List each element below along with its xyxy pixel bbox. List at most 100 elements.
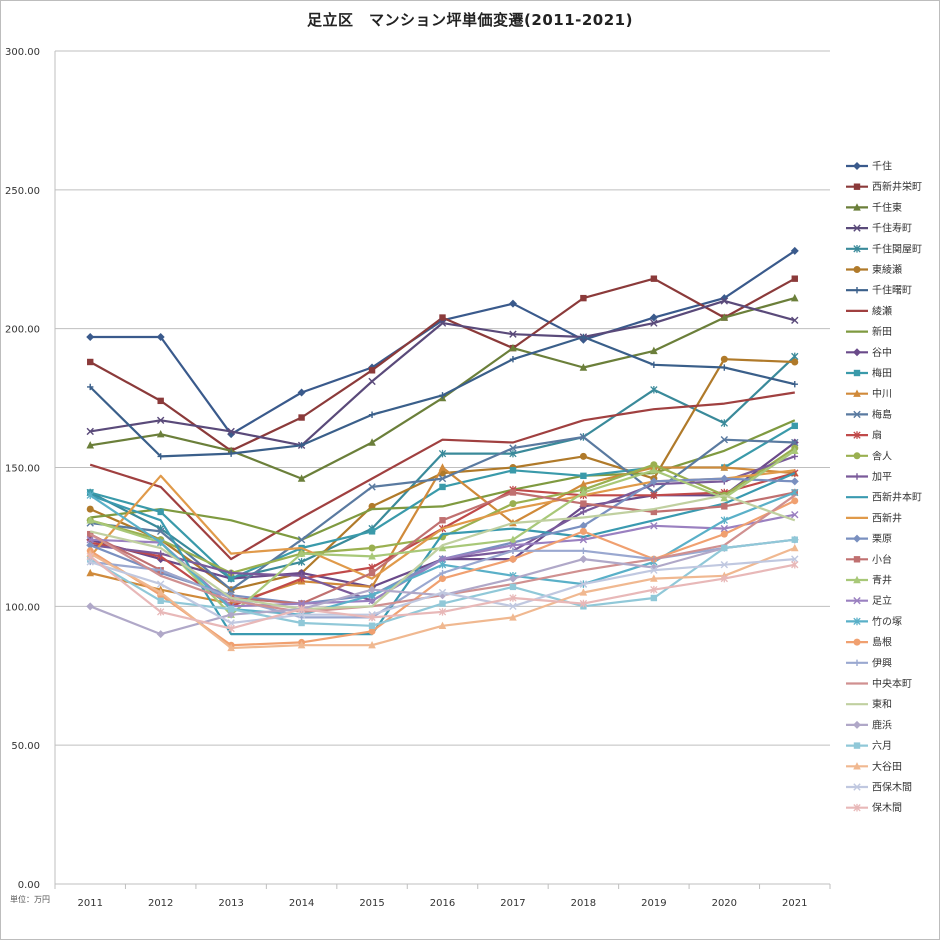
legend-item: 西新井栄町: [846, 180, 922, 193]
axis-labels: 0.00 50.00 100.00 150.00 200.00 250.00 300.00 2…: [5, 47, 807, 909]
series-31: [86, 555, 799, 627]
legend-marker: [853, 369, 861, 377]
data-point: [649, 477, 658, 486]
legend-marker: [853, 659, 861, 666]
data-point: [298, 619, 305, 627]
data-point: [438, 319, 447, 327]
data-point: [86, 541, 95, 550]
data-point: [579, 580, 588, 588]
data-point: [509, 541, 517, 549]
data-point: [157, 550, 164, 557]
data-point: [439, 517, 446, 524]
legend-label: 中川: [872, 387, 892, 400]
data-point: [439, 314, 446, 321]
data-point: [791, 453, 798, 460]
series-1: [86, 246, 799, 439]
data-point: [439, 392, 446, 399]
y-tick-label: 0.00: [18, 880, 40, 891]
legend-item: 千住寿町: [846, 222, 912, 235]
data-point: [650, 522, 658, 530]
legend-marker: [853, 803, 861, 812]
data-point: [579, 588, 588, 596]
data-point: [509, 449, 517, 458]
data-point: [86, 558, 94, 566]
data-point: [297, 558, 306, 566]
x-tick-label: 2017: [500, 898, 525, 909]
chart-title: 足立区 マンション坪単価変遷(2011-2021): [307, 11, 633, 29]
legend-label: 中央本町: [872, 677, 912, 690]
data-point: [720, 493, 729, 502]
legend-item: 大谷田: [846, 760, 902, 773]
legend-label: 大谷田: [872, 760, 902, 773]
legend-item: 千住: [846, 160, 892, 173]
x-tick-label: 2018: [571, 898, 596, 909]
legend-marker: [853, 245, 861, 253]
legend-item: 西新井: [846, 511, 902, 524]
data-point: [650, 385, 658, 394]
legend-label: 谷中: [872, 346, 892, 359]
data-point: [509, 500, 517, 508]
data-point: [720, 574, 728, 583]
legend-item: 綾瀬: [846, 304, 892, 317]
data-point: [298, 414, 305, 421]
x-tick-label: 2011: [78, 898, 103, 909]
data-point: [650, 585, 658, 594]
legend-label: 西保木間: [872, 781, 912, 794]
legend-item: 加平: [846, 471, 892, 483]
legend-label: 足立: [872, 594, 892, 607]
legend-marker: [853, 473, 861, 480]
data-point: [368, 641, 376, 649]
data-point: [790, 446, 799, 455]
legend-item: 舎人: [846, 450, 892, 462]
data-point: [438, 463, 447, 471]
data-point: [368, 483, 376, 491]
data-point: [791, 275, 798, 282]
legend-item: 保木間: [846, 801, 902, 814]
legend-label: 新田: [872, 325, 892, 338]
legend-item: 新田: [846, 325, 892, 338]
data-point: [87, 358, 94, 366]
data-point: [791, 497, 799, 505]
x-tick-label: 2014: [289, 898, 314, 909]
data-point: [227, 605, 235, 613]
legend-marker: [853, 556, 861, 563]
y-tick-label: 300.00: [5, 47, 40, 58]
data-point: [368, 585, 377, 594]
data-point: [438, 543, 447, 552]
legend-marker: [853, 266, 861, 273]
data-point: [509, 343, 517, 352]
data-point: [368, 411, 376, 418]
legend-item: 東和: [846, 698, 892, 711]
data-point: [438, 474, 447, 483]
data-point: [791, 422, 798, 430]
legend-marker: [853, 534, 861, 543]
data-point: [297, 605, 306, 613]
legend-marker: [853, 617, 861, 626]
data-point: [721, 544, 728, 552]
data-point: [580, 294, 587, 302]
data-point: [157, 538, 165, 547]
data-point: [791, 555, 799, 563]
x-tick-label: 2020: [712, 898, 737, 909]
data-point: [650, 574, 658, 582]
legend-item: 東綾瀬: [846, 263, 902, 276]
data-point: [227, 575, 235, 582]
series-line: [89, 391, 795, 561]
data-point: [438, 449, 447, 458]
legend-marker: [853, 720, 861, 729]
data-point: [650, 594, 658, 602]
data-point: [579, 527, 587, 535]
data-point: [297, 610, 306, 619]
legend-marker: [853, 638, 861, 646]
legend-item: 中川: [846, 387, 892, 400]
data-point: [649, 313, 658, 322]
series-4: [86, 297, 799, 449]
data-point: [368, 622, 376, 629]
data-point: [298, 442, 305, 449]
data-point: [650, 491, 658, 500]
legend-item: 栗原: [846, 533, 892, 545]
data-point: [156, 527, 165, 536]
x-tick-label: 2019: [641, 898, 666, 909]
data-point: [438, 621, 447, 629]
data-point: [86, 535, 94, 544]
